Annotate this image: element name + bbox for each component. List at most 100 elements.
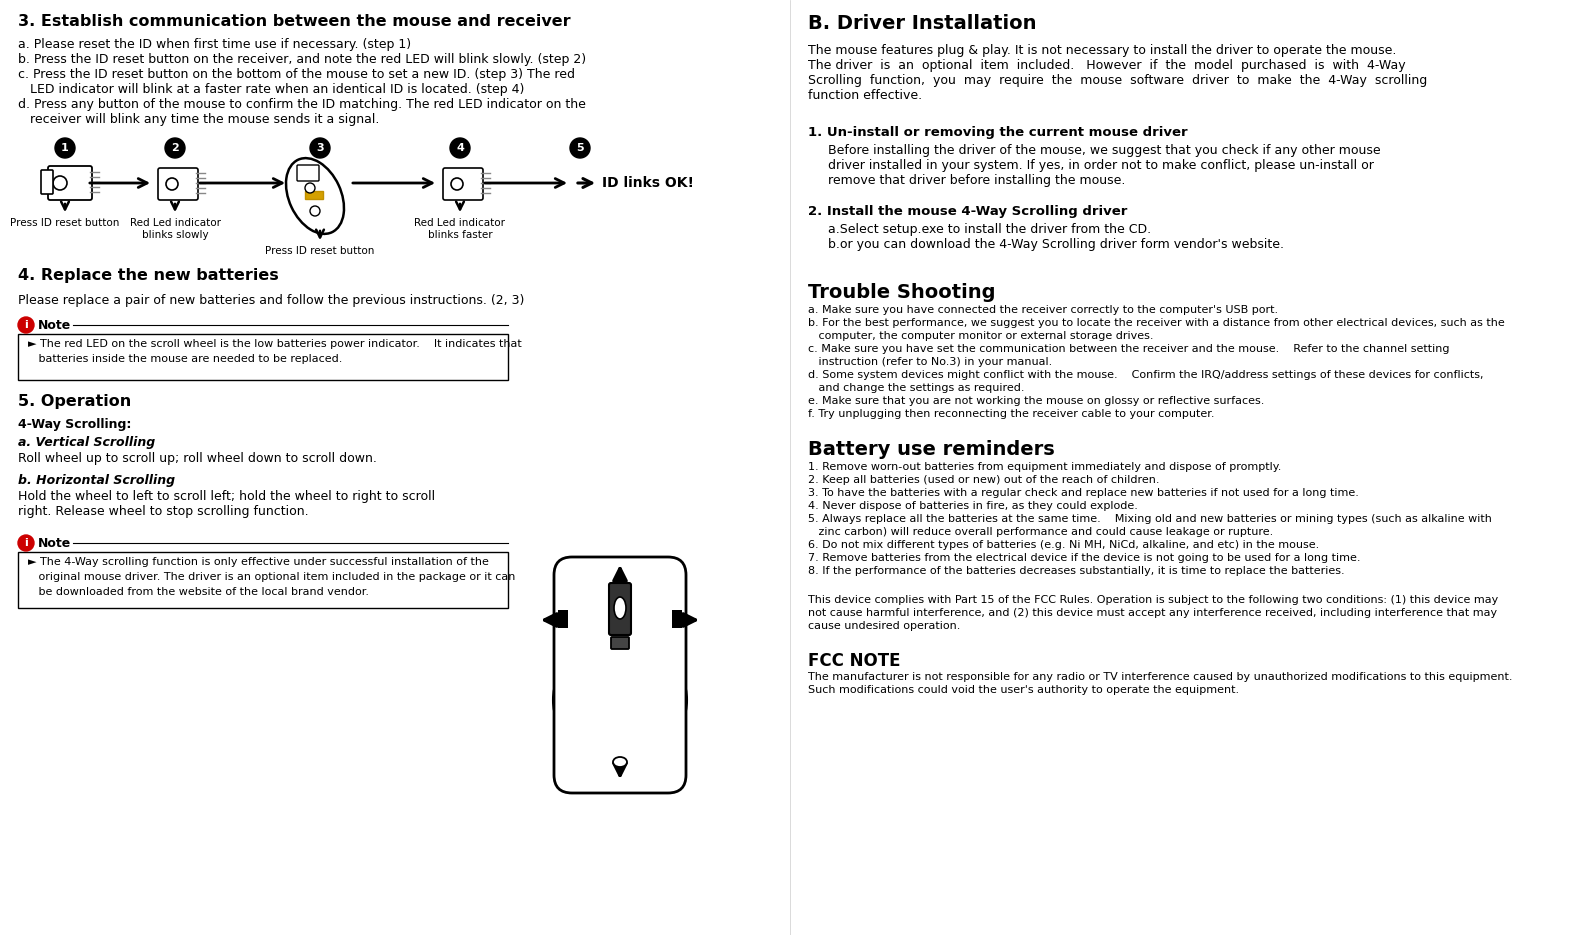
- Ellipse shape: [553, 670, 583, 730]
- FancyBboxPatch shape: [442, 168, 483, 200]
- Text: be downloaded from the website of the local brand vendor.: be downloaded from the website of the lo…: [28, 587, 370, 597]
- Text: d. Press any button of the mouse to confirm the ID matching. The red LED indicat: d. Press any button of the mouse to conf…: [17, 98, 586, 111]
- Text: e. Make sure that you are not working the mouse on glossy or reflective surfaces: e. Make sure that you are not working th…: [807, 396, 1264, 406]
- FancyBboxPatch shape: [305, 191, 322, 199]
- Text: FCC NOTE: FCC NOTE: [807, 652, 901, 670]
- Text: Scrolling  function,  you  may  require  the  mouse  software  driver  to  make : Scrolling function, you may require the …: [807, 74, 1427, 87]
- Text: b. For the best performance, we suggest you to locate the receiver with a distan: b. For the best performance, we suggest …: [807, 318, 1504, 328]
- Text: function effective.: function effective.: [807, 89, 923, 102]
- Text: f. Try unplugging then reconnecting the receiver cable to your computer.: f. Try unplugging then reconnecting the …: [807, 409, 1215, 419]
- Text: 3. To have the batteries with a regular check and replace new batteries if not u: 3. To have the batteries with a regular …: [807, 488, 1359, 498]
- Circle shape: [310, 138, 330, 158]
- FancyBboxPatch shape: [17, 552, 509, 608]
- Circle shape: [305, 183, 314, 193]
- Text: 3: 3: [316, 143, 324, 153]
- Text: blinks faster: blinks faster: [428, 230, 493, 240]
- Text: ► The red LED on the scroll wheel is the low batteries power indicator.    It in: ► The red LED on the scroll wheel is the…: [28, 339, 521, 349]
- FancyBboxPatch shape: [558, 610, 567, 628]
- Text: 5: 5: [577, 143, 585, 153]
- Text: b.or you can download the 4-Way Scrolling driver form vendor's website.: b.or you can download the 4-Way Scrollin…: [828, 238, 1285, 251]
- Text: batteries inside the mouse are needed to be replaced.: batteries inside the mouse are needed to…: [28, 354, 343, 364]
- Text: and change the settings as required.: and change the settings as required.: [807, 383, 1024, 393]
- Circle shape: [54, 176, 66, 190]
- Text: 5. Always replace all the batteries at the same time.    Mixing old and new batt: 5. Always replace all the batteries at t…: [807, 514, 1492, 524]
- FancyBboxPatch shape: [41, 170, 54, 194]
- Text: i: i: [24, 538, 28, 548]
- Ellipse shape: [286, 158, 344, 234]
- Text: b. Horizontal Scrolling: b. Horizontal Scrolling: [17, 474, 175, 487]
- Text: Trouble Shooting: Trouble Shooting: [807, 283, 995, 302]
- FancyBboxPatch shape: [672, 610, 683, 628]
- Text: 3. Establish communication between the mouse and receiver: 3. Establish communication between the m…: [17, 14, 570, 29]
- Text: Red Led indicator: Red Led indicator: [414, 218, 506, 228]
- Text: right. Release wheel to stop scrolling function.: right. Release wheel to stop scrolling f…: [17, 505, 308, 518]
- Text: Hold the wheel to left to scroll left; hold the wheel to right to scroll: Hold the wheel to left to scroll left; h…: [17, 490, 434, 503]
- Text: a.Select setup.exe to install the driver from the CD.: a.Select setup.exe to install the driver…: [828, 223, 1152, 236]
- Text: B. Driver Installation: B. Driver Installation: [807, 14, 1036, 33]
- Text: b. Press the ID reset button on the receiver, and note the red LED will blink sl: b. Press the ID reset button on the rece…: [17, 53, 586, 66]
- FancyBboxPatch shape: [608, 583, 630, 635]
- Text: Please replace a pair of new batteries and follow the previous instructions. (2,: Please replace a pair of new batteries a…: [17, 294, 525, 307]
- Text: 1: 1: [62, 143, 70, 153]
- Text: 6. Do not mix different types of batteries (e.g. Ni MH, NiCd, alkaline, and etc): 6. Do not mix different types of batteri…: [807, 540, 1319, 550]
- Text: a. Make sure you have connected the receiver correctly to the computer's USB por: a. Make sure you have connected the rece…: [807, 305, 1278, 315]
- Text: remove that driver before installing the mouse.: remove that driver before installing the…: [828, 174, 1125, 187]
- Text: Before installing the driver of the mouse, we suggest that you check if any othe: Before installing the driver of the mous…: [828, 144, 1381, 157]
- Circle shape: [450, 178, 463, 190]
- Text: computer, the computer monitor or external storage drives.: computer, the computer monitor or extern…: [807, 331, 1153, 341]
- Text: The driver  is  an  optional  item  included.   However  if  the  model  purchas: The driver is an optional item included.…: [807, 59, 1406, 72]
- Ellipse shape: [613, 757, 627, 767]
- Text: 4: 4: [457, 143, 465, 153]
- Text: Battery use reminders: Battery use reminders: [807, 440, 1055, 459]
- Text: 4. Never dispose of batteries in fire, as they could explode.: 4. Never dispose of batteries in fire, a…: [807, 501, 1138, 511]
- FancyBboxPatch shape: [555, 557, 686, 793]
- Text: instruction (refer to No.3) in your manual.: instruction (refer to No.3) in your manu…: [807, 357, 1052, 367]
- Text: receiver will blink any time the mouse sends it a signal.: receiver will blink any time the mouse s…: [17, 113, 379, 126]
- Text: 2. Keep all batteries (used or new) out of the reach of children.: 2. Keep all batteries (used or new) out …: [807, 475, 1160, 485]
- Circle shape: [164, 138, 185, 158]
- Circle shape: [570, 138, 589, 158]
- Text: Press ID reset button: Press ID reset button: [11, 218, 120, 228]
- Circle shape: [17, 535, 35, 551]
- Text: not cause harmful interference, and (2) this device must accept any interference: not cause harmful interference, and (2) …: [807, 608, 1498, 618]
- Text: Such modifications could void the user's authority to operate the equipment.: Such modifications could void the user's…: [807, 685, 1239, 695]
- Circle shape: [55, 138, 74, 158]
- Text: Red Led indicator: Red Led indicator: [130, 218, 221, 228]
- FancyBboxPatch shape: [297, 165, 319, 181]
- Ellipse shape: [615, 597, 626, 619]
- Text: 1. Un-install or removing the current mouse driver: 1. Un-install or removing the current mo…: [807, 126, 1188, 139]
- Text: Note: Note: [38, 537, 71, 550]
- FancyBboxPatch shape: [17, 334, 509, 380]
- Text: 5. Operation: 5. Operation: [17, 394, 131, 409]
- Text: i: i: [24, 320, 28, 330]
- Text: c. Make sure you have set the communication between the receiver and the mouse. : c. Make sure you have set the communicat…: [807, 344, 1449, 354]
- Circle shape: [450, 138, 469, 158]
- Text: LED indicator will blink at a faster rate when an identical ID is located. (step: LED indicator will blink at a faster rat…: [17, 83, 525, 96]
- Text: c. Press the ID reset button on the bottom of the mouse to set a new ID. (step 3: c. Press the ID reset button on the bott…: [17, 68, 575, 81]
- Text: 8. If the performance of the batteries decreases substantially, it is time to re: 8. If the performance of the batteries d…: [807, 566, 1345, 576]
- Text: 2: 2: [171, 143, 179, 153]
- Text: 4-Way Scrolling:: 4-Way Scrolling:: [17, 418, 131, 431]
- Text: original mouse driver. The driver is an optional item included in the package or: original mouse driver. The driver is an …: [28, 572, 515, 582]
- Circle shape: [166, 178, 179, 190]
- Text: a. Vertical Scrolling: a. Vertical Scrolling: [17, 436, 155, 449]
- FancyBboxPatch shape: [158, 168, 198, 200]
- FancyBboxPatch shape: [47, 166, 92, 200]
- Text: Press ID reset button: Press ID reset button: [265, 246, 374, 256]
- Text: 1. Remove worn-out batteries from equipment immediately and dispose of promptly.: 1. Remove worn-out batteries from equipm…: [807, 462, 1281, 472]
- Text: This device complies with Part 15 of the FCC Rules. Operation is subject to the : This device complies with Part 15 of the…: [807, 595, 1498, 605]
- Circle shape: [310, 206, 321, 216]
- Text: The mouse features plug & play. It is not necessary to install the driver to ope: The mouse features plug & play. It is no…: [807, 44, 1397, 57]
- Text: 7. Remove batteries from the electrical device if the device is not going to be : 7. Remove batteries from the electrical …: [807, 553, 1360, 563]
- Text: driver installed in your system. If yes, in order not to make conflict, please u: driver installed in your system. If yes,…: [828, 159, 1375, 172]
- Text: Note: Note: [38, 319, 71, 332]
- FancyBboxPatch shape: [611, 637, 629, 649]
- Text: zinc carbon) will reduce overall performance and could cause leakage or rupture.: zinc carbon) will reduce overall perform…: [807, 527, 1273, 537]
- Text: blinks slowly: blinks slowly: [142, 230, 209, 240]
- Text: The manufacturer is not responsible for any radio or TV interference caused by u: The manufacturer is not responsible for …: [807, 672, 1512, 682]
- Text: d. Some system devices might conflict with the mouse.    Confirm the IRQ/address: d. Some system devices might conflict wi…: [807, 370, 1484, 380]
- Text: ID links OK!: ID links OK!: [602, 176, 694, 190]
- Text: ► The 4-Way scrolling function is only effective under successful installation o: ► The 4-Way scrolling function is only e…: [28, 557, 488, 567]
- Text: 2. Install the mouse 4-Way Scrolling driver: 2. Install the mouse 4-Way Scrolling dri…: [807, 205, 1128, 218]
- Circle shape: [17, 317, 35, 333]
